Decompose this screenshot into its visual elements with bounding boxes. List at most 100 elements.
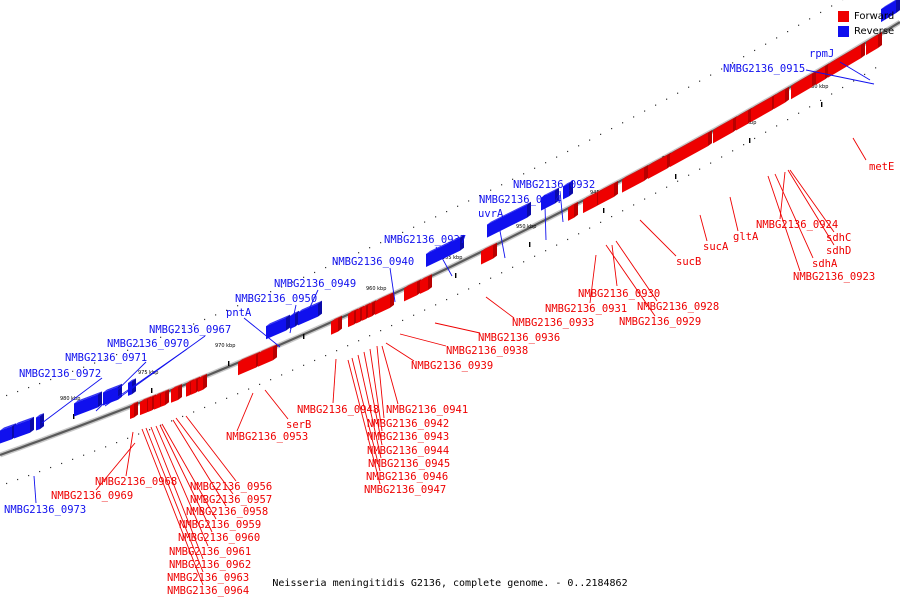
guide-dot-upper (259, 295, 261, 297)
guide-dot-lower (303, 364, 305, 366)
forward-gene (154, 394, 160, 410)
forward-gene-top (198, 373, 207, 379)
kbp-tick-mark (529, 242, 531, 247)
forward-gene-side (785, 86, 789, 103)
reverse-gene-label: NMBG2136_0950 (235, 293, 317, 305)
reverse-leader-line (559, 190, 564, 223)
forward-leader-line (434, 322, 481, 334)
forward-gene-top (568, 201, 578, 208)
guide-dot-lower (402, 319, 404, 322)
guide-dot-lower (72, 458, 74, 460)
guide-dot-upper (567, 150, 569, 153)
guide-dot-lower (61, 462, 63, 465)
guide-dot-upper (270, 291, 272, 293)
forward-gene-label: NMBG2136_0942 (367, 418, 449, 430)
guide-dot-lower (237, 393, 239, 395)
guide-dot-upper (72, 370, 74, 372)
forward-gene (130, 404, 134, 420)
forward-gene-label: sdhC (826, 232, 851, 244)
forward-swatch (838, 11, 849, 22)
guide-dot-lower (490, 277, 492, 279)
guide-dot-upper (402, 231, 404, 234)
guide-dot-upper (501, 184, 503, 186)
reverse-gene-label: NMBG2136_0972 (19, 368, 101, 380)
reverse-leader-line (95, 361, 147, 412)
kbp-tick-mark (303, 334, 305, 339)
guide-dot-lower (600, 221, 602, 223)
guide-dot-upper (677, 92, 679, 94)
forward-gene-top (148, 394, 156, 399)
guide-dot-lower (138, 433, 140, 435)
forward-leader-line (351, 357, 381, 472)
forward-gene-top (140, 396, 151, 403)
guide-dot-upper (149, 341, 151, 343)
reverse-gene (36, 416, 40, 431)
forward-gene-top (171, 383, 182, 390)
reverse-leader-line (289, 304, 297, 334)
guide-dot-upper (424, 221, 426, 223)
guide-dot-upper (358, 252, 360, 254)
reverse-gene-top (541, 187, 559, 198)
reverse-gene-top (487, 201, 531, 225)
guide-dot-lower (105, 446, 107, 448)
guide-dot-upper (314, 271, 316, 274)
reverse-gene-top (266, 314, 290, 327)
kbp-tick-mark (455, 273, 457, 278)
forward-gene (816, 66, 825, 85)
forward-leader-line (145, 427, 204, 573)
forward-gene-label: NMBG2136_0936 (478, 332, 560, 344)
legend-reverse-label: Reverse (854, 26, 895, 37)
forward-gene-side (614, 180, 618, 197)
guide-dot-upper (39, 382, 41, 385)
forward-gene-top (368, 300, 376, 306)
guide-dot-upper (754, 49, 756, 52)
forward-gene (420, 277, 428, 294)
forward-gene (356, 308, 360, 324)
reverse-gene-label: NMBG2136_0967 (149, 324, 231, 336)
forward-gene-label: sucA (703, 241, 729, 253)
guide-dot-upper (281, 286, 283, 288)
forward-leader-line (332, 358, 337, 404)
reverse-gene (266, 317, 286, 340)
guide-dot-upper (589, 139, 591, 141)
guide-dot-lower (182, 415, 184, 418)
forward-gene (186, 382, 190, 397)
guide-dot-upper (776, 37, 778, 39)
forward-leader-line (767, 175, 801, 272)
guide-dot-lower (578, 233, 580, 235)
guide-dot-upper (710, 74, 712, 76)
reverse-leader-line (544, 205, 547, 241)
forward-leader-line (125, 431, 134, 477)
guide-dot-upper (798, 24, 800, 26)
guide-dot-lower (226, 397, 228, 399)
forward-gene-top (670, 130, 712, 154)
reverse-gene (563, 183, 569, 200)
reverse-gene-top (426, 234, 464, 255)
forward-leader-line (141, 428, 204, 586)
forward-leader-line (161, 423, 217, 520)
guide-dot-lower (589, 227, 591, 229)
forward-leader-line (236, 392, 254, 432)
forward-leader-line (357, 354, 382, 459)
forward-gene (648, 155, 667, 179)
forward-gene-label: serB (286, 419, 311, 431)
tick-dots (6, 0, 877, 485)
kbp-tick-mark (749, 138, 751, 143)
forward-gene-label: sdhA (812, 258, 838, 270)
forward-gene-label: NMBG2136_0963 (167, 572, 249, 584)
guide-dot-upper (380, 242, 382, 244)
forward-gene-top (191, 376, 200, 382)
forward-gene-label: NMBG2136_0924 (756, 219, 838, 231)
guide-dot-upper (556, 156, 558, 158)
reverse-gene-side (318, 300, 322, 317)
forward-gene-label: NMBG2136_0957 (190, 494, 272, 506)
forward-gene-side (273, 344, 277, 361)
guide-dot-lower (864, 73, 866, 76)
guide-dot-upper (215, 314, 217, 316)
forward-leader-line (852, 137, 867, 161)
guide-dot-upper (226, 309, 228, 311)
guide-dot-upper (446, 210, 448, 213)
forward-gene-label: NMBG2136_0938 (446, 345, 528, 357)
forward-gene (161, 392, 165, 407)
